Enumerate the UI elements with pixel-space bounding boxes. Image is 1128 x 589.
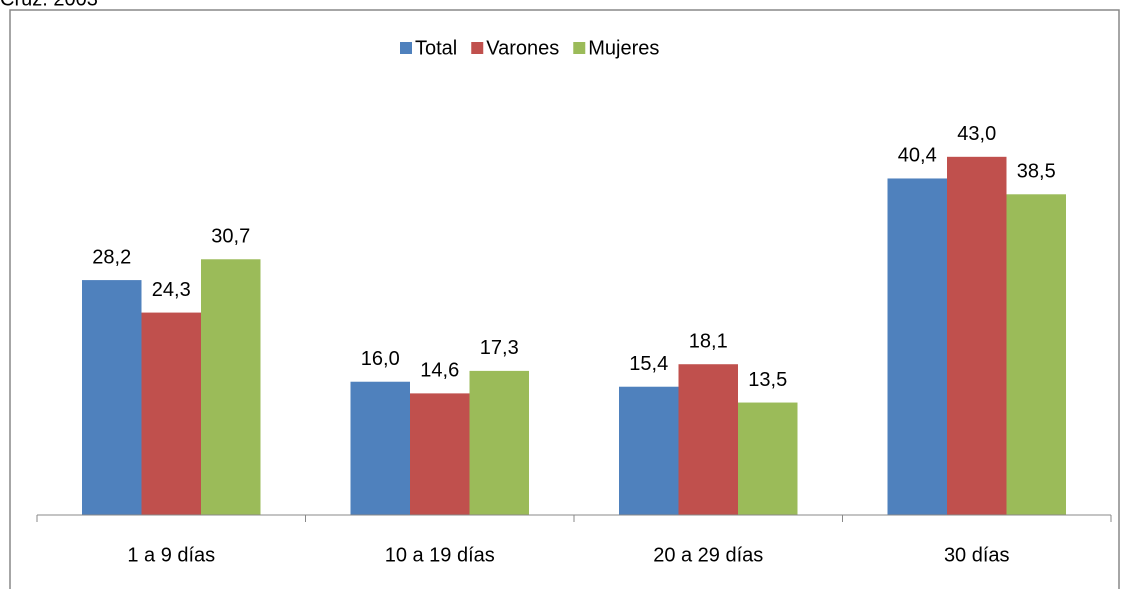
bar — [141, 312, 201, 515]
bar — [82, 280, 142, 515]
legend-label: Varones — [486, 37, 559, 59]
data-label: 15,4 — [629, 353, 668, 375]
data-label: 16,0 — [361, 348, 400, 370]
x-tick-label: 10 a 19 días — [385, 544, 495, 566]
bar — [410, 393, 470, 515]
legend-swatch — [400, 42, 412, 54]
x-tick-label: 30 días — [944, 544, 1010, 566]
data-label: 40,4 — [898, 145, 937, 167]
legend-swatch — [471, 42, 484, 54]
data-label: 43,0 — [957, 123, 996, 145]
chart-subtitle: Cruz. 2003 — [0, 0, 98, 10]
data-label: 14,6 — [420, 360, 459, 382]
bar — [469, 370, 529, 515]
legend-label: Total — [415, 37, 457, 59]
data-label: 38,5 — [1017, 161, 1056, 183]
data-label: 28,2 — [92, 246, 131, 268]
bar — [887, 178, 947, 515]
x-tick-label: 1 a 9 días — [127, 544, 215, 566]
chart-frame — [9, 9, 1120, 589]
legend-label: Mujeres — [588, 37, 659, 59]
bar — [678, 364, 738, 515]
bar — [738, 402, 798, 515]
data-label: 13,5 — [748, 369, 787, 391]
bar — [1006, 194, 1066, 516]
data-label: 30,7 — [211, 226, 250, 248]
x-tick-label: 20 a 29 días — [653, 544, 763, 566]
bar — [947, 156, 1007, 515]
data-label: 18,1 — [689, 331, 728, 353]
data-label: 17,3 — [480, 337, 519, 359]
bar — [201, 259, 261, 515]
data-label: 24,3 — [152, 279, 191, 301]
bar — [350, 381, 410, 515]
bar — [619, 386, 679, 515]
legend-swatch — [573, 42, 586, 54]
